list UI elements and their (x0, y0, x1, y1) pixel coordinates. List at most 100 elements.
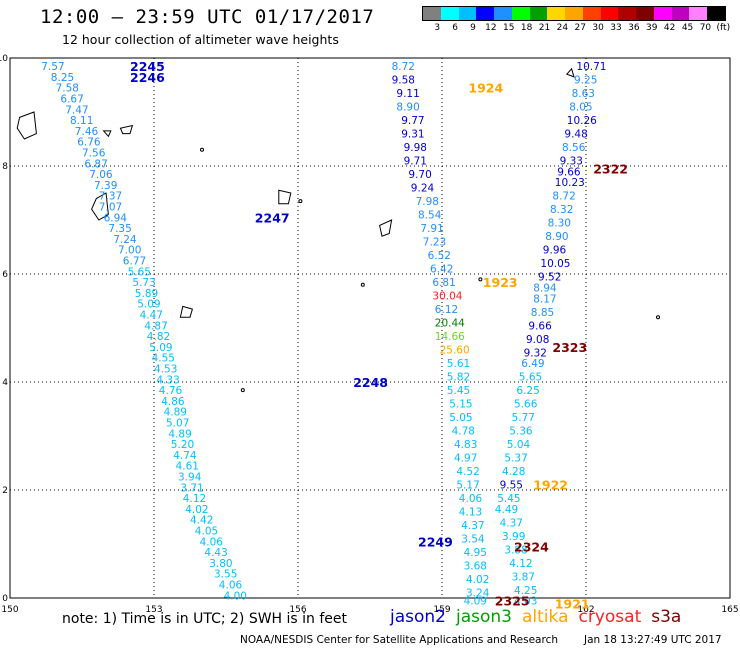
wave-height-value: 6.52 (428, 250, 451, 262)
wave-height-value: 4.49 (495, 504, 518, 516)
x-tick-159: 159 (433, 605, 450, 615)
wave-height-value: 3.54 (461, 534, 485, 546)
wave-height-value: 4.25 (514, 585, 537, 597)
wave-height-value: 7.39 (94, 180, 117, 192)
wave-height-value: 4.97 (454, 453, 477, 465)
wave-height-value: 3.71 (180, 482, 203, 494)
legend-tick-7: 24 (556, 23, 569, 33)
island-outline-2 (119, 124, 134, 135)
wave-height-value: 4.86 (161, 396, 185, 408)
legend-swatch-14 (671, 7, 690, 20)
y-tick-8: 8 (2, 162, 8, 172)
wave-height-value: 4.37 (500, 517, 523, 529)
wave-height-value: 4.52 (456, 466, 479, 478)
legend-tick-1: 6 (452, 23, 458, 33)
time-label: 2323 (552, 340, 587, 355)
color-legend: 3 6 9 12 15 18 21 24 27 30 33 36 39 42 45 70 (ft) (422, 6, 730, 35)
satellite-jason2: jason2 (390, 607, 446, 627)
wave-height-value: 7.00 (118, 245, 141, 257)
wave-height-value: 7.98 (416, 196, 439, 208)
wave-height-value: 7.35 (108, 223, 131, 235)
wave-height-value: 9.66 (557, 166, 581, 178)
satellite-cryosat: cryosat (578, 607, 642, 627)
legend-tick-3: 12 (485, 23, 497, 33)
wave-height-value: 4.74 (173, 450, 197, 462)
wave-height-value: 3.88 (504, 544, 527, 556)
wave-height-value: 25.60 (440, 345, 470, 357)
time-label: 2248 (353, 375, 388, 390)
wave-height-value: 14.66 (435, 331, 465, 343)
wave-height-value: 3.94 (178, 472, 202, 484)
wave-height-value: 6.87 (84, 158, 107, 170)
wave-height-value: 4.76 (159, 385, 183, 397)
wave-height-value: 6.81 (432, 277, 455, 289)
wave-height-value: 9.25 (574, 75, 597, 87)
wave-height-value: 8.25 (51, 72, 74, 84)
legend-tick-16: (ft) (716, 23, 731, 33)
wave-height-value: 4.03 (514, 596, 537, 608)
wave-height-value: 9.58 (392, 75, 415, 87)
wave-height-value: 3.87 (512, 571, 535, 583)
map-frame (9, 57, 731, 599)
wave-height-value: 4.37 (461, 520, 484, 532)
legend-tick-8: 27 (574, 23, 586, 33)
wave-height-value: 5.07 (166, 418, 189, 430)
island-outline-6 (379, 219, 393, 237)
wave-height-value: 4.61 (176, 461, 199, 473)
wave-height-value: 3.80 (209, 558, 232, 570)
time-label: 1922 (533, 478, 568, 493)
wave-height-value: 5.66 (514, 399, 538, 411)
wave-height-value: 4.55 (152, 353, 175, 365)
time-label: 2245 (130, 59, 165, 74)
wave-height-value: 5.17 (456, 480, 479, 492)
wave-height-value: 30.04 (432, 291, 462, 303)
islet-3 (360, 282, 365, 287)
island-outline-3 (91, 192, 109, 221)
legend-swatch-15 (689, 7, 708, 20)
wave-height-value: 9.33 (560, 156, 583, 168)
wave-height-value: 5.15 (449, 399, 472, 411)
wave-height-value: 5.65 (519, 372, 542, 384)
wave-height-value: 3.55 (214, 569, 237, 581)
wave-height-value: 9.71 (404, 156, 427, 168)
legend-tick-13: 42 (663, 23, 676, 33)
legend-tick-14: 45 (681, 23, 694, 33)
x-tick-153: 153 (145, 605, 162, 615)
wave-height-value: 5.45 (447, 385, 470, 397)
wave-height-value: 9.24 (411, 183, 435, 195)
wave-height-value: 8.30 (548, 218, 571, 230)
wave-height-value: 6.94 (104, 212, 128, 224)
wave-height-value: 7.23 (423, 237, 446, 249)
wave-height-value: 5.20 (171, 439, 194, 451)
wave-height-value: 4.87 (144, 320, 167, 332)
wave-height-value: 9.32 (524, 347, 547, 359)
legend-swatch-8 (565, 7, 583, 20)
x-tick-150: 150 (1, 605, 18, 615)
wave-height-value: 7.47 (65, 104, 88, 116)
time-label: 2324 (514, 540, 549, 555)
wave-height-value: 8.56 (562, 142, 586, 154)
wave-height-value: 6.67 (60, 94, 83, 106)
legend-swatch-4 (494, 7, 512, 20)
legend-tick-6: 21 (538, 23, 551, 33)
wave-height-value: 20.44 (435, 318, 465, 330)
wave-height-value: 5.04 (507, 439, 531, 451)
wave-height-value: 8.85 (531, 307, 554, 319)
wave-height-value: 5.77 (512, 412, 535, 424)
legend-swatch-1 (440, 7, 459, 20)
legend-tick-10: 33 (610, 23, 622, 33)
legend-swatch-7 (547, 7, 566, 20)
legend-tick-15: 70 (699, 23, 712, 33)
wave-height-value: 8.63 (572, 88, 595, 100)
wave-height-value: 4.06 (459, 493, 483, 505)
legend-swatch-10 (600, 7, 619, 20)
wave-height-value: 9.96 (543, 245, 567, 257)
wave-height-value: 5.09 (149, 342, 172, 354)
time-label: 2249 (418, 534, 453, 549)
legend-tick-11: 36 (628, 23, 640, 33)
map-subtitle: 12 hour collection of altimeter wave hei… (62, 32, 339, 47)
satellite-jason3: jason3 (456, 607, 512, 627)
island-outline-1 (102, 130, 112, 138)
